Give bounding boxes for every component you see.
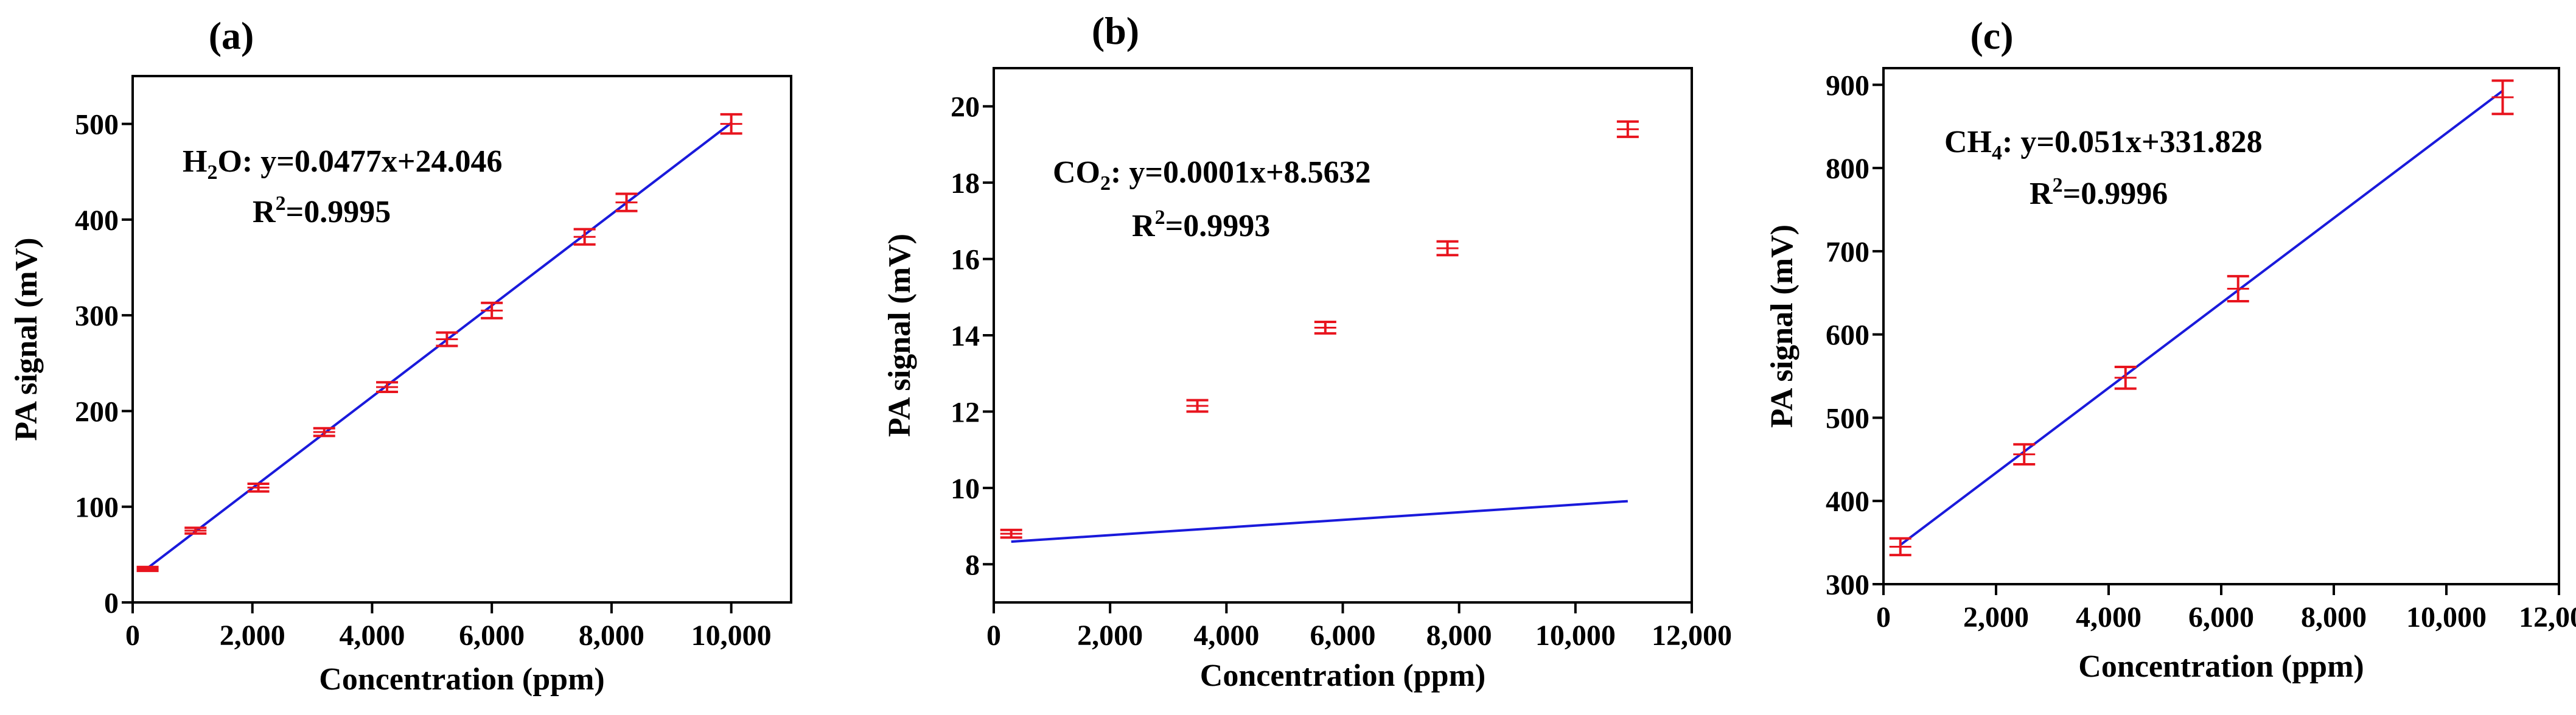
r-squared: R2=0.9996 — [2030, 174, 2168, 211]
error-bar — [1616, 120, 1639, 138]
plot-frame — [131, 75, 792, 604]
error-bar — [481, 301, 503, 319]
x-tick-label: 0 — [125, 619, 140, 652]
y-axis-label: PA signal (mV) — [882, 234, 917, 437]
x-tick-label: 2,000 — [1077, 619, 1143, 652]
y-tick-label: 16 — [951, 244, 980, 276]
error-bar — [313, 427, 335, 438]
x-tick-label: 10,000 — [691, 619, 772, 652]
error-bar — [573, 228, 596, 246]
x-tick-label: 12,000 — [1652, 619, 1732, 652]
x-tick-label: 12,000 — [2519, 601, 2576, 633]
x-axis-label: Concentration (ppm) — [319, 662, 604, 697]
x-axis-label: Concentration (ppm) — [1200, 658, 1485, 693]
y-tick-label: 10 — [951, 473, 980, 505]
r-squared: R2=0.9993 — [1132, 206, 1270, 243]
x-axis-label: Concentration (ppm) — [2078, 649, 2364, 684]
error-bar — [720, 113, 742, 135]
error-bar — [1186, 399, 1209, 413]
panel-b: 0 2,000 4,000 6,000 8,000 10,000 12,000 8 10 12 14… — [882, 9, 1732, 693]
panel-label: (c) — [1970, 14, 2013, 57]
x-tick-label: 0 — [986, 619, 1001, 652]
x-tick-label: 6,000 — [2188, 601, 2254, 633]
error-bar — [1000, 528, 1022, 539]
fit-equation: CO2: y=0.0001x+8.5632 — [1053, 155, 1371, 195]
x-tick-label: 0 — [1876, 601, 1891, 633]
x-tick-label: 8,000 — [1426, 619, 1492, 652]
y-tick-label: 300 — [1826, 569, 1869, 601]
error-bar — [376, 381, 399, 393]
y-axis-label: PA signal (mV) — [1765, 225, 1799, 428]
panel-a: 0 2,000 4,000 6,000 8,000 10,000 0 100 200 300 400… — [9, 14, 792, 697]
x-tick-label: 4,000 — [1193, 619, 1259, 652]
y-tick-label: 18 — [951, 167, 980, 200]
x-tick-label: 6,000 — [1310, 619, 1376, 652]
x-tick-label: 2,000 — [220, 619, 285, 652]
y-tick-label: 500 — [75, 109, 119, 141]
y-tick-label: 12 — [951, 396, 980, 428]
plot-frame — [993, 67, 1693, 604]
y-tick-label: 800 — [1826, 153, 1869, 185]
y-tick-label: 400 — [75, 204, 119, 237]
x-tick-label: 4,000 — [339, 619, 405, 652]
fit-line — [1899, 89, 2504, 546]
y-axis-label: PA signal (mV) — [9, 237, 44, 441]
error-bar — [2013, 443, 2036, 466]
fit-line — [1011, 500, 1628, 543]
y-tick-label: 700 — [1826, 236, 1869, 268]
x-tick-label: 6,000 — [459, 619, 525, 652]
panel-label: (b) — [1092, 9, 1139, 52]
y-tick-label: 200 — [75, 396, 119, 428]
x-tick-label: 8,000 — [579, 619, 644, 652]
error-bar — [2227, 274, 2249, 302]
error-bar — [1436, 240, 1459, 257]
y-tick-label: 100 — [75, 492, 119, 524]
error-bar — [2491, 79, 2514, 116]
fit-equation: H2O: y=0.0477x+24.046 — [183, 144, 502, 184]
y-tick-label: 900 — [1826, 69, 1869, 102]
panel-c: 0 2,000 4,000 6,000 8,000 10,000 12,000 300 400 5… — [1765, 14, 2576, 684]
x-tick-label: 8,000 — [2301, 601, 2367, 633]
y-tick-label: 14 — [951, 320, 980, 352]
error-bar — [2114, 366, 2137, 390]
error-bar — [247, 482, 270, 493]
y-tick-label: 8 — [965, 549, 980, 581]
error-bar — [1314, 321, 1336, 335]
error-bar — [1889, 537, 1911, 557]
r-squared: R2=0.9995 — [253, 192, 391, 229]
y-tick-label: 0 — [104, 587, 119, 619]
x-tick-label: 10,000 — [2406, 601, 2487, 633]
x-tick-label: 2,000 — [1963, 601, 2029, 633]
y-tick-label: 300 — [75, 300, 119, 332]
error-bar — [436, 331, 458, 347]
x-tick-label: 10,000 — [1535, 619, 1616, 652]
panel-label: (a) — [209, 14, 254, 57]
y-tick-label: 500 — [1826, 402, 1869, 434]
y-tick-label: 20 — [951, 91, 980, 124]
error-bar — [615, 192, 638, 212]
y-tick-label: 400 — [1826, 486, 1869, 518]
x-tick-label: 4,000 — [2076, 601, 2141, 633]
error-bar — [136, 565, 159, 573]
error-bar — [184, 526, 207, 535]
y-tick-label: 600 — [1826, 319, 1869, 352]
fit-equation: CH4: y=0.051x+331.828 — [1944, 125, 2263, 164]
